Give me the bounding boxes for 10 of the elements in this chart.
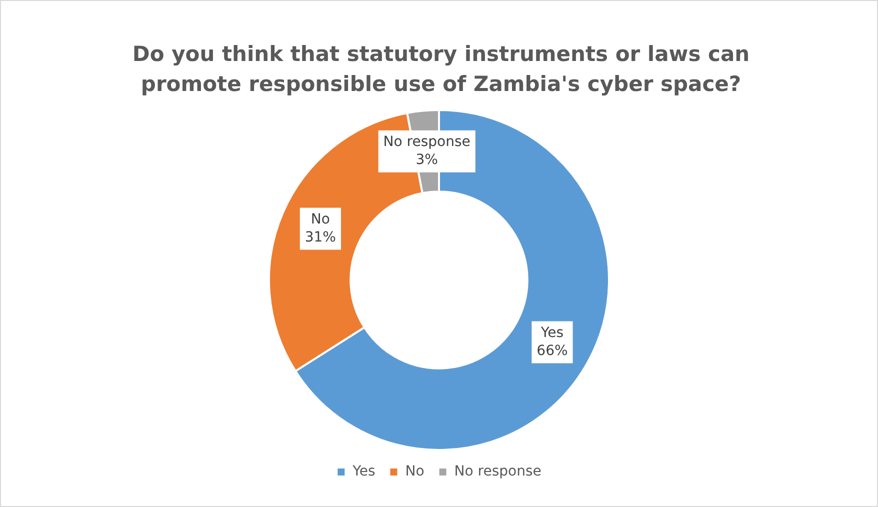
data-label: 3% xyxy=(416,152,438,168)
slice-label: No xyxy=(310,211,330,228)
slice-label: Yes xyxy=(540,324,564,341)
data-label: 66% xyxy=(536,342,568,359)
slice-label: No response xyxy=(383,134,470,150)
legend-label: No xyxy=(405,464,424,480)
legend-label: Yes xyxy=(352,464,376,480)
chart-title: Do you think that statutory instruments or laws can promote responsible use of Zambia's cyber space? xyxy=(131,41,751,98)
data-label: 31% xyxy=(304,229,336,246)
legend-label: No response xyxy=(454,464,542,480)
